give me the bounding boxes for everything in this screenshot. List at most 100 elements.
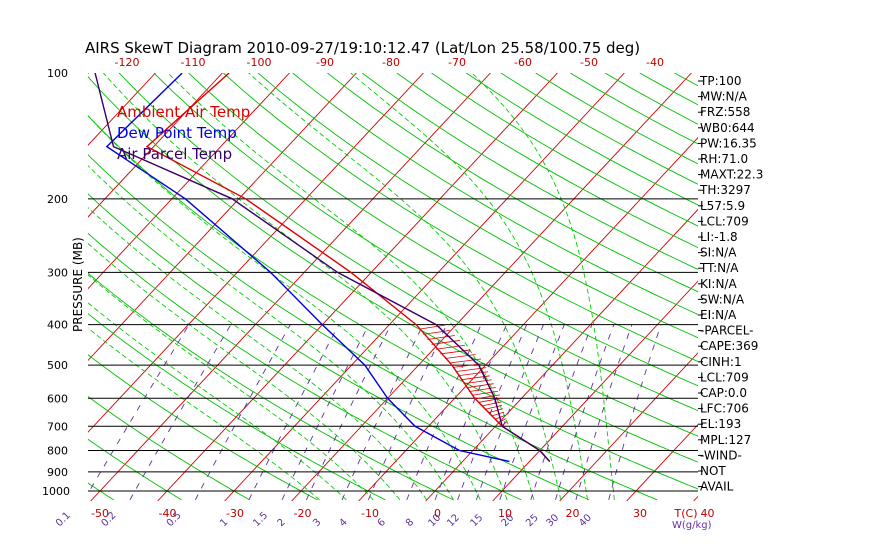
mixing-ratio-tick-label: 6 (376, 517, 388, 529)
cape-hatch-line (455, 367, 487, 372)
dry-adiabat-line (292, 73, 698, 315)
cape-hatch-line (466, 383, 494, 389)
top-temp-tick-label: -40 (646, 56, 664, 69)
cape-hatch-line (453, 362, 485, 368)
legend-ambient-temp: Ambient Air Temp (117, 103, 250, 121)
index-label: FRZ:558 (700, 105, 750, 119)
mixing-ratio-line (129, 324, 232, 501)
temp-tick-label: 40 (701, 507, 715, 520)
pressure-tick-label: 400 (47, 319, 68, 332)
mixing-ratio-line (530, 324, 593, 501)
pressure-tick-label: 100 (47, 67, 68, 80)
dry-adiabat-line (88, 438, 182, 501)
top-temp-tick-label: -60 (514, 56, 532, 69)
dry-adiabat-line (88, 313, 386, 501)
index-label: LI:-1.8 (700, 230, 738, 244)
isotherm-line (88, 73, 357, 362)
temp-tick-label: 30 (633, 507, 647, 520)
top-temp-tick-label: -80 (382, 56, 400, 69)
isotherm-line (291, 73, 692, 501)
index-label: EL:193 (700, 417, 741, 431)
index-label: CINH:1 (700, 355, 742, 369)
cape-hatch-line (487, 408, 504, 414)
cape-hatch-line (423, 329, 450, 335)
index-label: L57:5.9 (700, 199, 745, 213)
mixing-ratio-tick-label: 2 (276, 517, 288, 529)
mixing-ratio-line (281, 324, 370, 501)
dry-adiabat-line (88, 232, 522, 501)
index-label: MAXT:22.3 (700, 168, 763, 182)
isotherm-line (358, 137, 698, 501)
index-label: KI:N/A (700, 277, 737, 291)
dry-adiabat-line (88, 354, 318, 501)
index-label: TH:3297 (699, 183, 751, 197)
mixing-ratio-line (248, 324, 340, 501)
index-label: WB0:644 (700, 121, 755, 135)
dry-adiabat-line (361, 73, 698, 270)
index-label: MW:N/A (700, 90, 748, 104)
top-temp-tick-label: -50 (580, 56, 598, 69)
mixing-ratio-axis-unit: W(g/kg) (672, 520, 712, 531)
index-label: NOT (700, 464, 726, 478)
temp-tick-label: -40 (159, 507, 177, 520)
moist-adiabat-line (248, 73, 562, 500)
moist-adiabat-line (349, 73, 588, 500)
dry-adiabat-line (88, 193, 590, 501)
cape-hatch-line (449, 358, 482, 364)
index-label: CAP:0.0 (700, 386, 747, 400)
mixing-ratio-line (575, 324, 633, 501)
temp-tick-label: -20 (294, 507, 312, 520)
index-label: PW:16.35 (700, 136, 757, 150)
mixing-ratio-tick-label: 0.1 (54, 510, 73, 529)
pressure-tick-label: 600 (47, 392, 68, 405)
dry-adiabat-line (88, 396, 250, 501)
dry-adiabat-line (188, 73, 698, 387)
y-axis-label: PRESSURE (MB) (71, 237, 85, 332)
dry-adiabat-line (118, 73, 698, 437)
mixing-ratio-tick-label: 25 (524, 512, 541, 529)
mixing-ratio-line (341, 324, 424, 501)
mixing-ratio-line (367, 324, 448, 501)
legend-dewpoint-temp: Dew Point Temp (117, 124, 237, 142)
cape-hatch-line (491, 411, 505, 417)
temp-tick-label: -50 (91, 507, 109, 520)
index-label: -WIND- (700, 448, 742, 462)
temp-tick-label: -30 (226, 507, 244, 520)
mixing-ratio-line (305, 324, 392, 501)
cape-hatch-line (469, 387, 496, 392)
dry-adiabat-line (327, 73, 698, 293)
mixing-ratio-line (555, 324, 615, 501)
moist-adiabat-line (88, 206, 428, 501)
dry-adiabat-line (88, 482, 114, 501)
moist-adiabat-line (471, 73, 615, 500)
isotherm-line (88, 73, 156, 146)
mixing-ratio-tick-label: 15 (469, 512, 486, 529)
cape-hatch-line (431, 340, 460, 345)
temp-tick-label: 10 (498, 507, 512, 520)
legend-parcel-temp: Air Parcel Temp (117, 145, 232, 163)
top-temp-tick-label: -120 (115, 56, 140, 69)
dry-adiabat-line (779, 73, 870, 500)
chart-title: AIRS SkewT Diagram 2010-09-27/19:10:12.4… (85, 39, 640, 57)
cape-hatch-line (435, 344, 465, 350)
isotherm-line (88, 73, 290, 290)
index-label: SI:N/A (700, 246, 737, 260)
isotherm-line (425, 208, 698, 501)
cape-hatch-line (497, 418, 507, 423)
dry-adiabat-line (396, 73, 698, 249)
index-label: AVAIL (700, 480, 734, 494)
mixing-ratio-tick-label: 4 (337, 517, 349, 529)
index-label: LCL:709 (700, 214, 749, 228)
pressure-tick-label: 800 (47, 444, 68, 457)
pressure-tick-label: 300 (47, 266, 68, 279)
index-label: -PARCEL- (700, 324, 754, 338)
mixing-ratio-tick-label: 1.5 (251, 510, 270, 529)
pressure-tick-label: 1000 (42, 485, 70, 498)
pressure-tick-label: 700 (47, 420, 68, 433)
temp-tick-label: 0 (434, 507, 441, 520)
index-label: SW:N/A (700, 292, 745, 306)
isotherm-line (492, 280, 698, 501)
cape-hatch-line (484, 405, 503, 410)
cape-hatch-line (475, 394, 500, 400)
isotherm-line (559, 352, 698, 501)
